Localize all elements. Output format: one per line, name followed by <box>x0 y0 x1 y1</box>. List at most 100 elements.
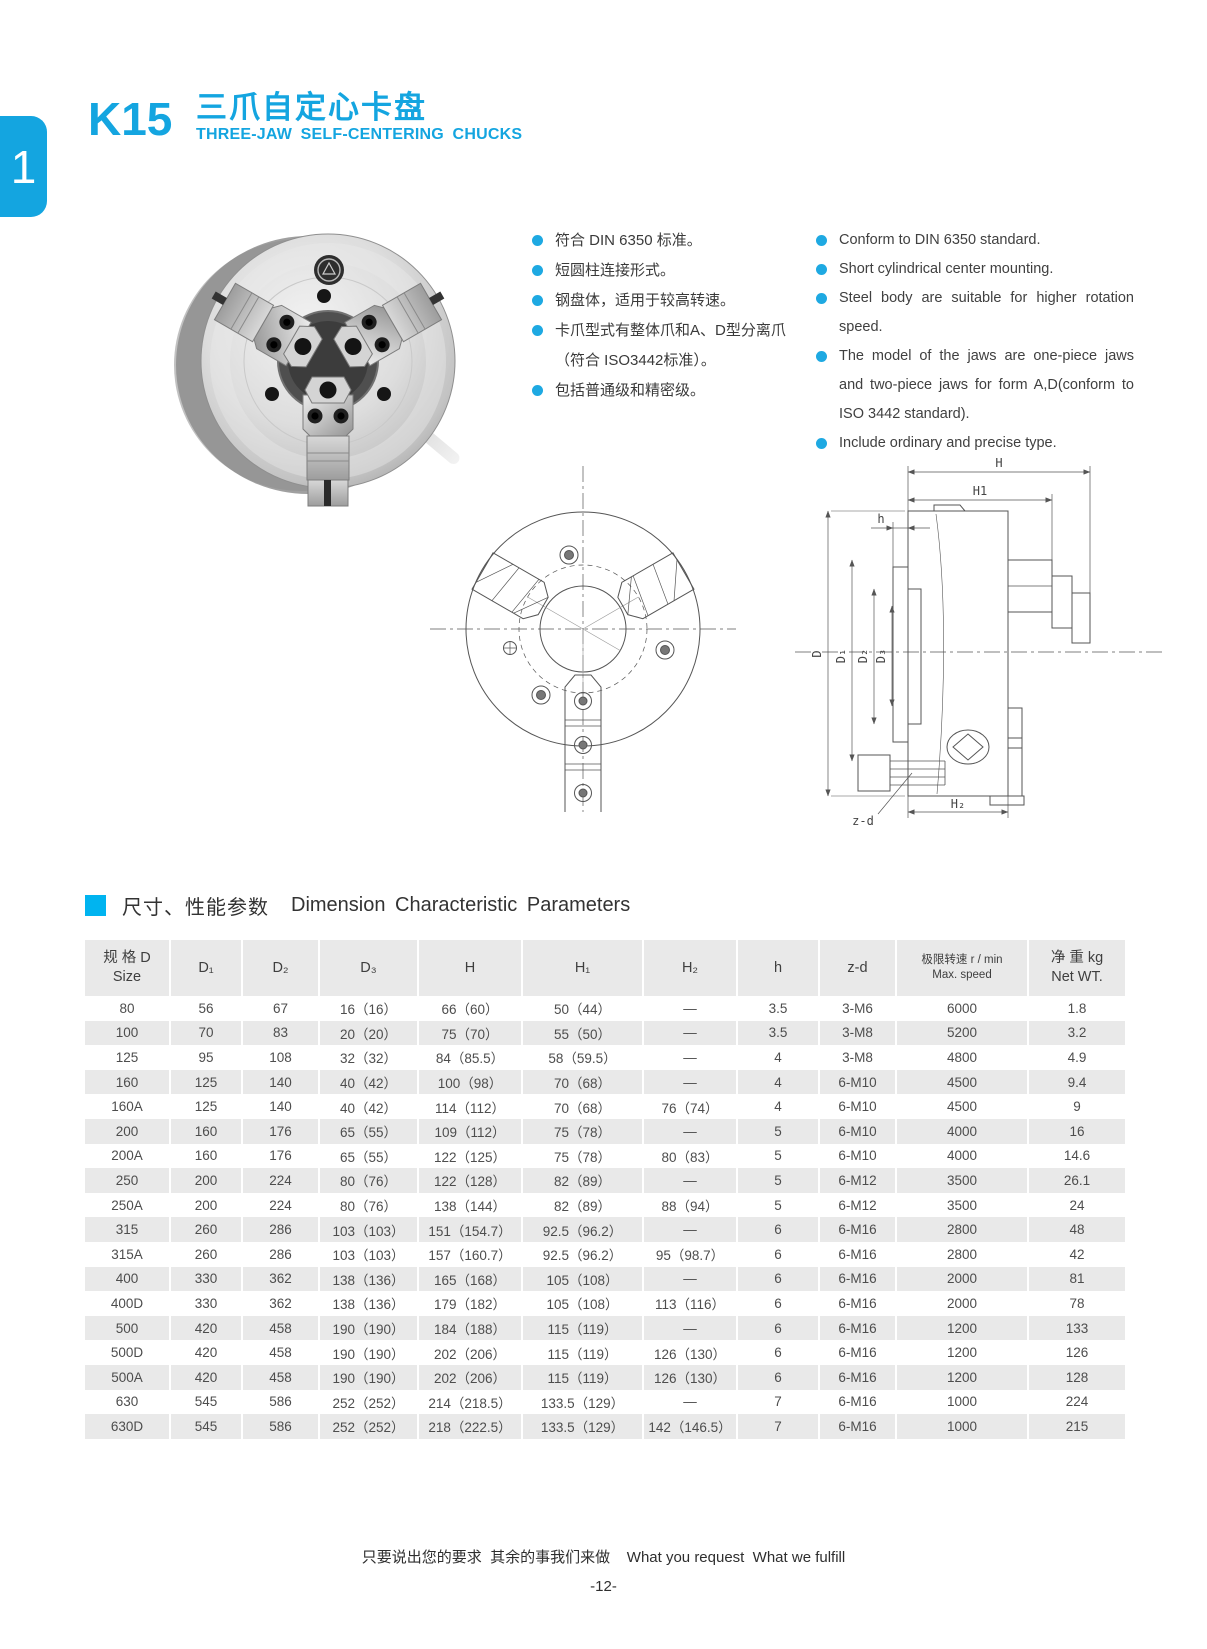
page-title-zh: 三爪自定心卡盘 <box>196 90 427 125</box>
cell-h1: 55（50） <box>522 1020 644 1046</box>
table-row: 400 330 362 138（136） 165（168） 105（108） —… <box>85 1266 1125 1292</box>
cell-d2: 108 <box>242 1045 320 1070</box>
cell-zd: 6-M16 <box>819 1389 897 1415</box>
cell-h-small: 4 <box>737 1094 820 1119</box>
page-number: -12- <box>590 1578 617 1595</box>
feature-text: 钢盘体，适用于较高转速。 <box>555 292 736 309</box>
feature-text: 卡爪型式有整体爪和A、D型分离爪（符合 ISO3442标准）。 <box>555 322 786 369</box>
cell-d2: 286 <box>242 1241 320 1267</box>
cell-zd: 6-M16 <box>819 1241 897 1267</box>
table-row: 500A 420 458 190（190） 202（206） 115（119） … <box>85 1364 1125 1390</box>
cell-d3: 138（136） <box>319 1266 419 1292</box>
cell-h2: 88（94） <box>643 1192 738 1218</box>
feature-item: 短圆柱连接形式。 <box>532 256 796 286</box>
cell-h2: — <box>643 1266 738 1292</box>
cell-h2: — <box>643 1389 738 1415</box>
cell-max-speed: 1200 <box>896 1364 1029 1390</box>
dim-label-d: D <box>810 650 824 657</box>
cell-max-speed: 1200 <box>896 1315 1029 1341</box>
cell-d3: 16（16） <box>319 996 419 1021</box>
cell-d3: 252（252） <box>319 1389 419 1415</box>
cell-d3: 20（20） <box>319 1020 419 1046</box>
table-row: 250A 200 224 80（76） 138（144） 82（89） 88（9… <box>85 1192 1125 1218</box>
feature-item: 钢盘体，适用于较高转速。 <box>532 286 796 316</box>
table-row: 200 160 176 65（55） 109（112） 75（78） — 5 6… <box>85 1118 1125 1144</box>
feature-item: 卡爪型式有整体爪和A、D型分离爪（符合 ISO3442标准）。 <box>532 316 796 376</box>
cell-h-total: 122（128） <box>418 1168 523 1193</box>
dim-label-h1: H1 <box>973 484 987 498</box>
cell-net-weight: 81 <box>1028 1266 1125 1292</box>
cell-zd: 6-M16 <box>819 1364 897 1390</box>
cell-max-speed: 3500 <box>896 1192 1029 1218</box>
cell-h2: 126（130） <box>643 1340 738 1365</box>
bullet-icon <box>816 438 827 449</box>
cell-h-total: 202（206） <box>418 1364 523 1390</box>
bullet-icon <box>532 295 543 306</box>
cell-net-weight: 224 <box>1065 1394 1089 1410</box>
cell-size: 80 <box>85 996 171 1021</box>
cell-net-weight: 16 <box>1028 1118 1125 1144</box>
feature-text: 符合 DIN 6350 标准。 <box>555 232 702 249</box>
col-d2: D₂ <box>242 940 320 996</box>
logo-badge <box>314 255 344 285</box>
col-h-small: h <box>737 940 820 996</box>
cell-h-total: 157（160.7） <box>418 1241 523 1267</box>
cell-d2: 586 <box>242 1414 320 1439</box>
bullet-icon <box>532 265 543 276</box>
cell-h-total: 109（112） <box>418 1118 523 1144</box>
mount-screws <box>503 545 675 705</box>
cell-net-weight: 133 <box>1028 1315 1125 1341</box>
cell-h-small: 5 <box>737 1143 820 1169</box>
cell-size: 315 <box>85 1217 171 1242</box>
col-h-total: H <box>418 940 523 996</box>
chuck-section <box>857 504 1091 806</box>
cell-net-weight: 215 <box>1028 1414 1125 1439</box>
cell-d2: 286 <box>242 1217 320 1242</box>
cell-d2: 224 <box>242 1168 320 1193</box>
cell-d3: 80（76） <box>319 1192 419 1218</box>
cell-d2: 586 <box>242 1389 320 1415</box>
cell-h2: — <box>643 1045 738 1070</box>
feature-text: The model of the jaws are one-piece jaws… <box>839 348 1134 422</box>
cell-net-weight: 26.1 <box>1028 1168 1125 1193</box>
table-row: 125 95 108 32（32） 84（85.5） 58（59.5） — 4 … <box>85 1045 1125 1070</box>
cell-zd: 3-M8 <box>819 1020 897 1046</box>
cell-h1: 82（89） <box>522 1168 644 1193</box>
cell-h2: 80（83） <box>643 1143 738 1169</box>
cell-d2: 362 <box>242 1266 320 1292</box>
chuck-photo-svg <box>174 233 456 507</box>
feature-item: 包括普通级和精密级。 <box>532 376 796 406</box>
cell-h1: 105（108） <box>522 1291 644 1316</box>
cell-d2: 83 <box>242 1020 320 1046</box>
cell-d2: 176 <box>242 1143 320 1169</box>
cell-h2: — <box>643 1069 738 1095</box>
cell-h-small: 6 <box>737 1340 820 1365</box>
cell-size: 500D <box>85 1340 171 1365</box>
cell-h-total: 122（125） <box>418 1143 523 1169</box>
cell-h1: 58（59.5） <box>522 1045 644 1070</box>
cell-size: 500A <box>85 1364 171 1390</box>
cell-h1: 115（119） <box>522 1340 644 1365</box>
cell-h2: — <box>643 1217 738 1242</box>
cell-d3: 103（103） <box>319 1217 419 1242</box>
cell-h2: 142（146.5） <box>643 1414 738 1439</box>
cell-d1: 330 <box>170 1291 243 1316</box>
section-heading: 尺寸、性能参数 Dimension Characteristic Paramet… <box>85 891 630 920</box>
cell-h-small: 5 <box>737 1192 820 1218</box>
cell-max-speed: 2000 <box>896 1291 1029 1316</box>
product-photo <box>138 212 503 517</box>
cell-size: 250A <box>85 1192 171 1218</box>
feature-text: Conform to DIN 6350 standard. <box>839 232 1041 248</box>
cell-d1: 330 <box>170 1266 243 1292</box>
bullet-icon <box>816 235 827 246</box>
cell-d2: 458 <box>242 1340 320 1365</box>
chapter-tab: 1 <box>0 116 47 217</box>
cell-h-small: 6 <box>737 1315 820 1341</box>
feature-item: Steel body are suitable for higher rotat… <box>816 284 1134 342</box>
cell-size: 500 <box>85 1315 171 1341</box>
section-title-zh: 尺寸、性能参数 <box>122 897 269 919</box>
col-h2: H₂ <box>643 940 738 996</box>
cell-max-speed: 4000 <box>896 1118 1029 1144</box>
cell-h-small: 4 <box>737 1069 820 1095</box>
